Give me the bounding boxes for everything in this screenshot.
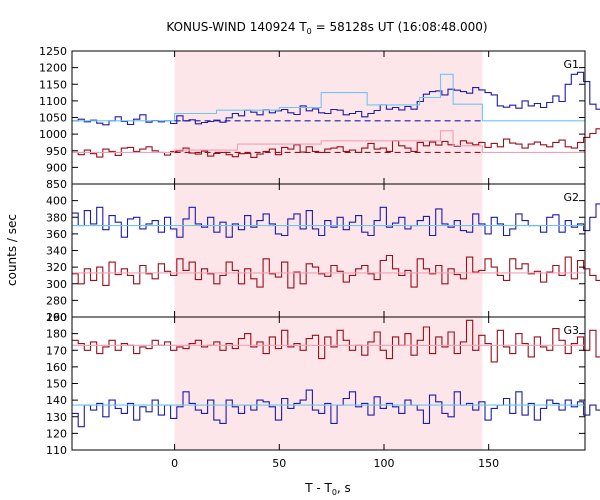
highlight-interval-band <box>174 51 483 450</box>
y-tick-label: 160 <box>46 361 67 374</box>
panel-label-g2: G2 <box>563 191 579 204</box>
chart-title: KONUS-WIND 140924 T0 = 58128s UT (16:08:… <box>166 20 487 36</box>
y-tick-label: 180 <box>46 328 67 341</box>
panel-g1-series-light_blue-2 <box>72 73 585 122</box>
highlight-band-layer <box>174 51 483 450</box>
panel-label-g1: G1 <box>563 58 579 71</box>
y-tick-label: 260 <box>46 311 67 324</box>
y-tick-label: 400 <box>46 195 67 208</box>
y-tick-label: 340 <box>46 245 67 258</box>
y-tick-label: 320 <box>46 261 67 274</box>
panel-g2-series-blue-0 <box>72 203 600 238</box>
y-tick-label: 1150 <box>39 78 67 91</box>
panel-g3-series-blue-1 <box>72 389 600 428</box>
y-tick-label: 300 <box>46 278 67 291</box>
y-tick-label: 1200 <box>39 62 67 75</box>
y-tick-label: 850 <box>46 178 67 191</box>
y-tick-label: 1050 <box>39 112 67 125</box>
y-tick-label: 1250 <box>39 45 67 58</box>
y-tick-label: 190 <box>46 311 67 324</box>
x-tick-label: 150 <box>478 457 499 470</box>
y-tick-label: 120 <box>46 427 67 440</box>
series-layer <box>72 71 600 428</box>
panel-label-g3: G3 <box>563 324 579 337</box>
x-tick-label: 0 <box>171 457 178 470</box>
y-axis-label: counts / sec <box>5 214 19 286</box>
y-tick-label: 130 <box>46 411 67 424</box>
x-tick-label: 100 <box>373 457 394 470</box>
y-tick-label: 900 <box>46 161 67 174</box>
panel-g1-series-red-1 <box>72 128 600 158</box>
y-tick-label: 140 <box>46 394 67 407</box>
y-tick-label: 380 <box>46 211 67 224</box>
panel-g1-series-blue-0 <box>72 71 600 126</box>
y-tick-label: 360 <box>46 228 67 241</box>
y-tick-label: 1000 <box>39 128 67 141</box>
y-tick-label: 950 <box>46 145 67 158</box>
y-tick-label: 280 <box>46 294 67 307</box>
panel-g1-series-pink-3 <box>72 130 585 153</box>
y-tick-label: 150 <box>46 378 67 391</box>
y-tick-label: 170 <box>46 344 67 357</box>
x-axis-label: T - T0, s <box>304 481 351 497</box>
y-tick-label: 1100 <box>39 95 67 108</box>
panel-g2-series-red-1 <box>72 254 600 289</box>
axes-layer <box>71 50 586 451</box>
y-tick-label: 110 <box>46 444 67 457</box>
x-tick-label: 50 <box>272 457 286 470</box>
text-layer: 850900950100010501100115012001250G126028… <box>39 45 579 470</box>
